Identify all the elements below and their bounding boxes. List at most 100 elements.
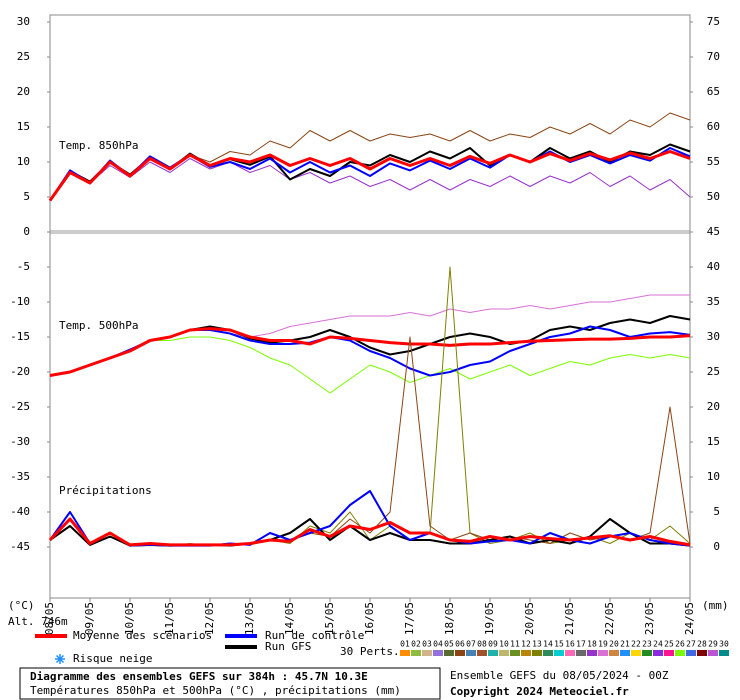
x-tick-label: 10/05 (123, 602, 136, 635)
perturbation-label: 25 (664, 640, 674, 649)
y-tick-label: -30 (10, 435, 30, 448)
perturbation-swatch (631, 650, 641, 656)
perturbation-swatch (565, 650, 575, 656)
y-tick-label: -10 (10, 295, 30, 308)
y-tick-label: 10 (17, 155, 30, 168)
perturbation-label: 21 (620, 640, 630, 649)
perturbation-swatch (719, 650, 729, 656)
y-tick-label: -20 (10, 365, 30, 378)
perturbation-label: 06 (455, 640, 465, 649)
perturbation-swatch (675, 650, 685, 656)
perturbation-swatch (554, 650, 564, 656)
series-line (49, 327, 691, 377)
run-info: Ensemble GEFS du 08/05/2024 - 00Z (450, 669, 669, 682)
panel-label: Temp. 850hPa (59, 139, 138, 152)
panel-label: Précipitations (59, 484, 152, 497)
perturbation-swatch (444, 650, 454, 656)
perturbation-label: 12 (521, 640, 531, 649)
perturbation-label: 01 (400, 640, 410, 649)
y2-tick-label: 40 (707, 260, 720, 273)
perturbation-label: 03 (422, 640, 432, 649)
legend-label: Run GFS (265, 640, 311, 653)
y-tick-label: -35 (10, 470, 30, 483)
perturbation-label: 23 (642, 640, 652, 649)
y-tick-label: 5 (23, 190, 30, 203)
perturbation-swatch (510, 650, 520, 656)
perturbation-label: 29 (708, 640, 718, 649)
x-tick-label: 11/05 (163, 602, 176, 635)
altitude: Alt. 746m (8, 615, 68, 628)
perturbation-label: 18 (587, 640, 597, 649)
title-box (19, 667, 441, 700)
x-tick-label: 08/05 (43, 602, 56, 635)
perturbation-swatch (422, 650, 432, 656)
perturbation-swatch (609, 650, 619, 656)
y-tick-label: -40 (10, 505, 30, 518)
y-tick-label: -45 (10, 540, 30, 553)
perturbation-swatch (543, 650, 553, 656)
y2-tick-label: 10 (707, 470, 720, 483)
perturbation-label: 19 (598, 640, 608, 649)
perturbation-swatch (532, 650, 542, 656)
y-tick-label: 30 (17, 15, 30, 28)
panel-label: Temp. 500hPa (59, 319, 138, 332)
perturbation-swatch (433, 650, 443, 656)
perturbation-swatch (576, 650, 586, 656)
perturbation-label: 04 (433, 640, 443, 649)
perturbation-label: 02 (411, 640, 421, 649)
y2-tick-label: 35 (707, 295, 720, 308)
perturbation-swatch (664, 650, 674, 656)
perturbation-swatch (499, 650, 509, 656)
x-tick-label: 17/05 (403, 602, 416, 635)
perturbation-label: 22 (631, 640, 641, 649)
series-line (49, 325, 691, 377)
x-tick-label: 20/05 (523, 602, 536, 635)
perturbation-label: 30 (719, 640, 729, 649)
y2-tick-label: 5 (713, 505, 720, 518)
perturbation-label: 16 (565, 640, 575, 649)
series-line (49, 143, 691, 202)
y2-tick-label: 50 (707, 190, 720, 203)
title: Diagramme des ensembles GEFS sur 384h : … (30, 670, 368, 683)
perturbation-label: 10 (499, 640, 509, 649)
y-tick-label: 25 (17, 50, 30, 63)
perturbation-swatch (521, 650, 531, 656)
series-line (49, 336, 691, 394)
perturbation-swatch (466, 650, 476, 656)
x-tick-label: 23/05 (643, 602, 656, 635)
y2-tick-label: 0 (713, 540, 720, 553)
perturbation-label: 28 (697, 640, 707, 649)
series-line (49, 315, 691, 377)
y-tick-label: 15 (17, 120, 30, 133)
y2-tick-label: 65 (707, 85, 720, 98)
perturbation-swatch (653, 650, 663, 656)
y2-tick-label: 75 (707, 15, 720, 28)
series-line (49, 336, 691, 547)
perturbation-label: 05 (444, 640, 454, 649)
y2-tick-label: 25 (707, 365, 720, 378)
y2-tick-label: 20 (707, 400, 720, 413)
perturbation-swatch (708, 650, 718, 656)
y2-tick-label: 60 (707, 120, 720, 133)
series-line (49, 158, 691, 201)
y2-tick-label: 15 (707, 435, 720, 448)
perturbation-label: 09 (488, 640, 498, 649)
y2-tick-label: 45 (707, 225, 720, 238)
x-tick-label: 16/05 (363, 602, 376, 635)
perturbation-swatch (697, 650, 707, 656)
copyright: Copyright 2024 Meteociel.fr (450, 685, 629, 698)
perturbation-label: 11 (510, 640, 520, 649)
perturbation-swatch (488, 650, 498, 656)
perturbation-label: 07 (466, 640, 476, 649)
x-tick-label: 22/05 (603, 602, 616, 635)
x-tick-label: 24/05 (683, 602, 696, 635)
perturbation-label: 17 (576, 640, 586, 649)
x-tick-label: 21/05 (563, 602, 576, 635)
perturbation-swatch (411, 650, 421, 656)
x-tick-label: 18/05 (443, 602, 456, 635)
x-tick-label: 09/05 (83, 602, 96, 635)
perturbation-swatch (620, 650, 630, 656)
x-tick-label: 12/05 (203, 602, 216, 635)
perturbation-label: 24 (653, 640, 663, 649)
y2-tick-label: 30 (707, 330, 720, 343)
